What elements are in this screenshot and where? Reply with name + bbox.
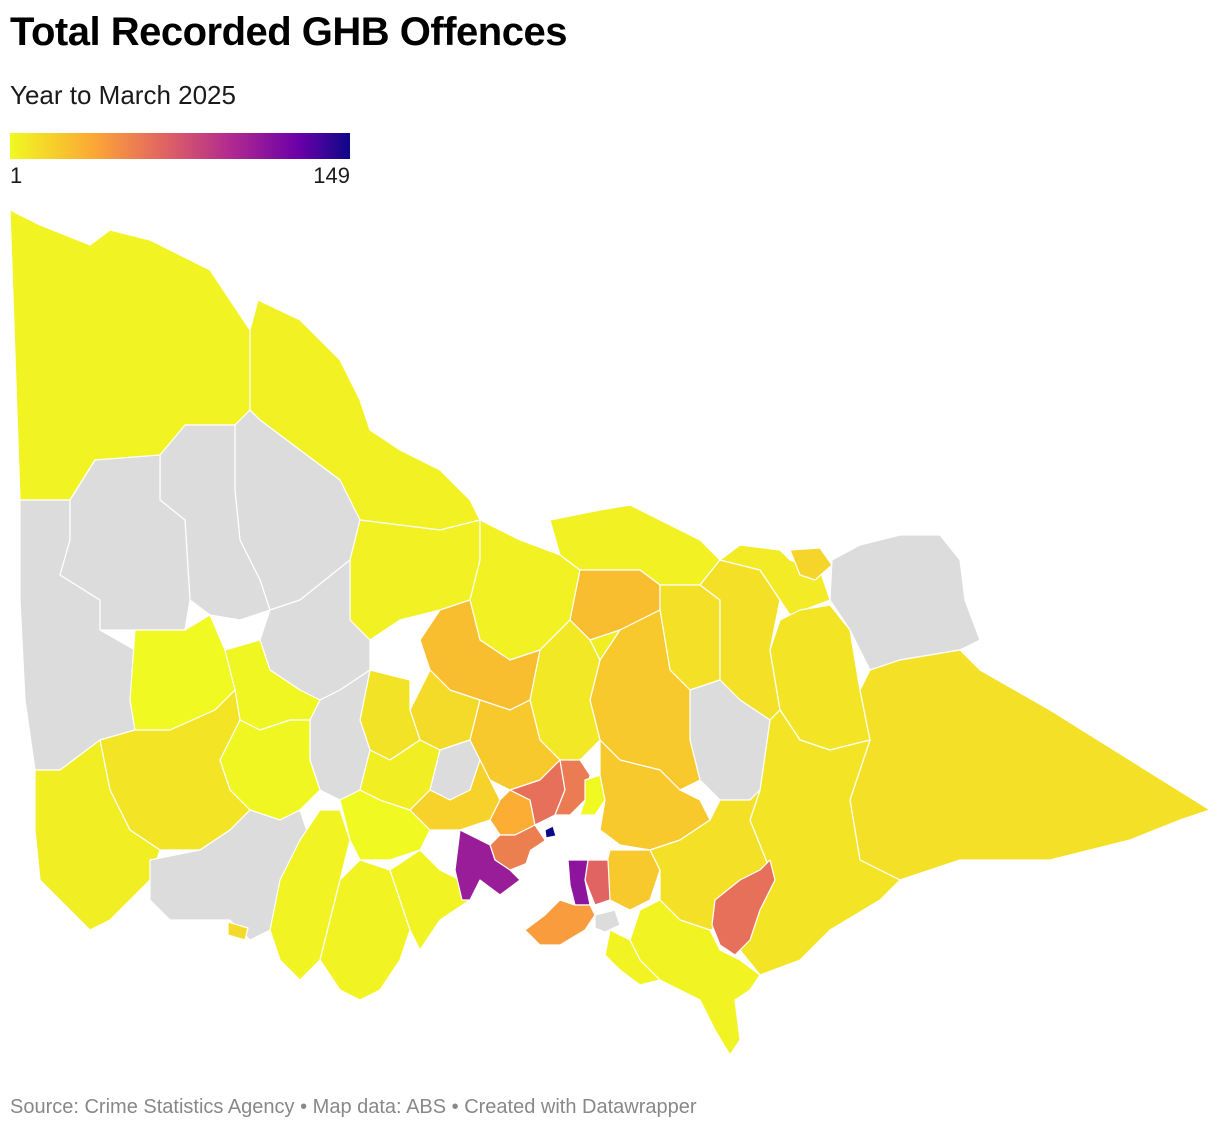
chart-title: Total Recorded GHB Offences [10,10,567,54]
region-wodonga[interactable] [789,547,833,581]
region-greater-geelong[interactable] [454,829,521,901]
region-warrnambool[interactable] [227,921,249,941]
legend-gradient-bar [10,133,350,159]
region-cardinia[interactable] [604,849,661,911]
region-french-island[interactable] [594,909,621,933]
region-latrobe[interactable] [711,859,776,956]
region-moorabool[interactable] [409,759,501,831]
source-credit: Source: Crime Statistics Agency • Map da… [10,1096,697,1118]
region-bass-coast[interactable] [604,929,661,986]
region-melbourne[interactable] [544,825,557,839]
region-mornington-peninsula[interactable] [524,899,596,946]
victoria-choropleth-map [0,200,1220,1070]
map-svg [9,209,1211,1056]
legend-labels: 1 149 [10,163,350,189]
legend-max-label: 149 [313,163,350,188]
region-east-gippsland[interactable] [849,649,1211,881]
color-legend: 1 149 [10,133,350,189]
legend-min-label: 1 [10,163,23,188]
region-whittlesea[interactable] [554,759,591,816]
region-glenelg[interactable] [34,739,161,931]
region-indigo[interactable] [719,544,831,616]
region-strathbogie[interactable] [589,629,621,661]
region-colac-otway[interactable] [319,859,411,1001]
region-surf-coast[interactable] [389,849,471,951]
chart-subtitle: Year to March 2025 [10,80,236,110]
port-phillip-bay [510,840,565,915]
